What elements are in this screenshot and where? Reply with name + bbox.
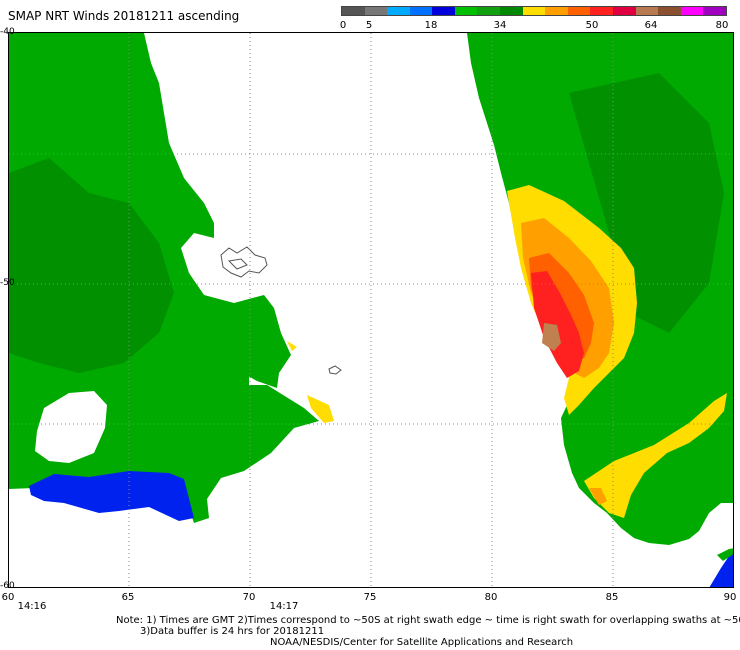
color-scale-segment (500, 7, 523, 15)
grid-lines (9, 33, 733, 587)
left-swath-blue (29, 471, 194, 521)
wind-map (8, 32, 734, 588)
island-kerguelen (220, 246, 268, 278)
right-swath-red (531, 271, 584, 378)
left-swath-dark-green (9, 158, 174, 373)
x-tick-80: 80 (484, 592, 498, 603)
scale-label-80: 80 (715, 20, 729, 31)
left-swath-gap (35, 391, 107, 463)
chart-title: SMAP NRT Winds 20181211 ascending (8, 9, 240, 23)
time-label-2: 14:17 (269, 601, 299, 612)
right-swath-blue (709, 552, 733, 587)
left-swath-yellow-2 (307, 395, 334, 423)
color-scale-segment (658, 7, 681, 15)
island-heard (328, 365, 342, 375)
color-scale-labels: 0 5 18 34 50 64 80 (0, 20, 740, 34)
color-scale-segment (477, 7, 501, 15)
right-swath-green-corner (717, 548, 733, 561)
y-tick-40: -40 (0, 27, 15, 37)
color-scale-segment (545, 7, 568, 15)
scale-label-64: 64 (644, 20, 658, 31)
time-label-1: 14:16 (17, 601, 47, 612)
color-scale-segment (454, 7, 478, 15)
right-swath-brown (542, 323, 561, 351)
note-line-2: 3)Data buffer is 24 hrs for 20181211 (140, 626, 325, 637)
scale-label-5: 5 (365, 20, 373, 31)
y-tick-50: -50 (0, 278, 15, 288)
scale-label-34: 34 (493, 20, 507, 31)
right-swath-lower-yellow (584, 393, 727, 518)
color-scale-segment (612, 7, 636, 15)
scale-label-50: 50 (585, 20, 599, 31)
color-scale-segment (409, 7, 433, 15)
x-tick-65: 65 (121, 592, 135, 603)
x-tick-60: 60 (1, 592, 15, 603)
x-tick-85: 85 (605, 592, 619, 603)
color-scale-segment (364, 7, 388, 15)
color-scale-segment (387, 7, 410, 15)
color-scale-segment (680, 7, 704, 15)
color-scale-segment (342, 7, 365, 15)
color-scale-segment (432, 7, 455, 15)
color-scale-segment (635, 7, 659, 15)
color-scale-segment (567, 7, 591, 15)
color-scale-bar (341, 6, 727, 16)
color-scale-segment (522, 7, 546, 15)
color-scale-segment (590, 7, 613, 15)
scale-label-0: 0 (339, 20, 347, 31)
note-line-3: NOAA/NESDIS/Center for Satellite Applica… (270, 637, 574, 648)
x-tick-75: 75 (363, 592, 377, 603)
color-scale-segment (703, 7, 726, 15)
x-tick-90: 90 (723, 592, 737, 603)
note-line-1: Note: 1) Times are GMT 2)Times correspon… (116, 615, 740, 626)
y-tick-60: -60 (0, 581, 15, 591)
x-tick-70: 70 (242, 592, 256, 603)
left-swath-yellow (287, 341, 297, 351)
wind-map-svg (9, 33, 733, 587)
scale-label-18: 18 (424, 20, 438, 31)
right-swath-lower-orange (589, 488, 607, 505)
right-swath-dark-green (569, 73, 724, 333)
